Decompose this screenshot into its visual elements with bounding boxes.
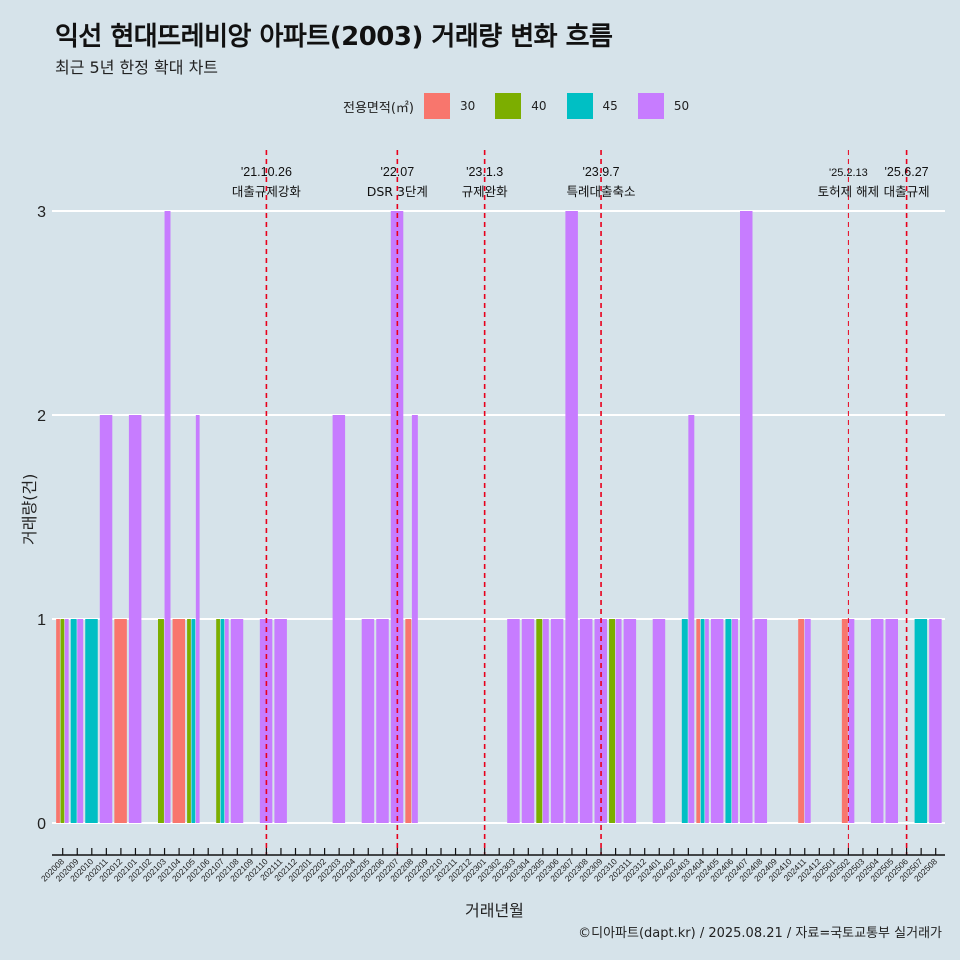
bar-202308-50	[579, 619, 593, 823]
bar-202407-50	[740, 211, 753, 823]
chart-title: 익선 현대뜨레비앙 아파트(2003) 거래량 변화 흐름	[55, 22, 613, 52]
event-date-label: '25.6.27	[885, 165, 929, 179]
bar-202103-40	[158, 619, 164, 823]
source-caption: ©디아파트(dapt.kr) / 2025.08.21 / 자료=국토교통부 실…	[578, 926, 942, 941]
bar-202502-30	[841, 619, 848, 823]
legend-key-50	[637, 93, 664, 119]
event-date-label: '25.2.13	[829, 167, 868, 179]
bar-202107-50	[224, 619, 229, 823]
bar-202406-50	[732, 619, 738, 823]
bar-202010-45	[85, 619, 98, 823]
event-date-label: '22.07	[381, 165, 415, 179]
bar-202406-45	[725, 619, 732, 823]
bar-202009-45	[70, 619, 77, 823]
event-date-label: '23.1.3	[466, 165, 503, 179]
bar-202111-50	[274, 619, 287, 823]
legend-key-45	[566, 93, 593, 119]
bar-202502-50	[848, 619, 855, 823]
y-axis-title: 거래량(건)	[20, 473, 39, 545]
legend-label-30: 30	[459, 99, 476, 113]
bar-202206-50	[376, 619, 389, 823]
bar-202404-45	[700, 619, 705, 823]
event-text-label: DSR 3단계	[367, 184, 428, 199]
bar-202108-50	[230, 619, 244, 823]
bar-202310-40	[609, 619, 615, 823]
event-text-label: 특례대출축소	[567, 184, 636, 199]
bar-202205-50	[361, 619, 375, 823]
bar-202105-40	[187, 619, 191, 823]
event-date-label: '21.10.26	[241, 165, 292, 179]
bar-202208-50	[411, 415, 418, 823]
bar-202408-50	[754, 619, 768, 823]
event-text-label: 대출규제	[884, 184, 930, 199]
bar-202504-50	[870, 619, 884, 823]
bar-202508-50	[929, 619, 942, 823]
bar-202208-30	[405, 619, 412, 823]
event-text-label: 규제완화	[462, 184, 509, 199]
bar-202403-45	[681, 619, 688, 823]
legend-label-45: 45	[602, 99, 618, 113]
bar-202305-50	[542, 619, 549, 823]
bar-202203-50	[332, 415, 346, 823]
bar-202107-40	[216, 619, 220, 823]
legend-label-50: 50	[673, 99, 690, 113]
bar-202303-50	[507, 619, 520, 823]
bar-202103-50	[164, 211, 171, 823]
bar-202306-50	[550, 619, 564, 823]
bar-202008-40	[60, 619, 65, 823]
bar-202008-50	[64, 619, 69, 823]
legend-title: 전용면적(㎡)	[343, 100, 414, 116]
event-date-label: '23.9.7	[582, 165, 619, 179]
legend: 전용면적(㎡) 30 40 45 50	[343, 93, 709, 119]
bar-202404-50	[705, 619, 709, 823]
x-axis-title: 거래년월	[465, 901, 524, 920]
bar-202207-50	[390, 211, 404, 823]
bar-202105-50	[195, 415, 200, 823]
bar-202401-50	[652, 619, 666, 823]
bar-202104-30	[172, 619, 186, 823]
bar-202405-50	[710, 619, 724, 823]
bar-202411-30	[798, 619, 805, 823]
bar-202009-50	[77, 619, 84, 823]
bar-202307-50	[565, 211, 578, 823]
y-tick-label: 2	[37, 408, 46, 425]
event-text-label: 대출규제강화	[232, 184, 302, 199]
bar-202505-50	[885, 619, 898, 823]
bar-202011-50	[99, 415, 113, 823]
y-tick-label: 0	[37, 816, 46, 833]
bar-202411-50	[804, 619, 811, 823]
event-text-label: 토허제 해제	[818, 184, 879, 199]
bar-202012-30	[114, 619, 127, 823]
chart-subtitle: 최근 5년 한정 확대 차트	[55, 58, 219, 77]
bar-202107-45	[220, 619, 225, 823]
legend-key-40	[495, 93, 522, 119]
bar-202404-30	[696, 619, 701, 823]
bar-202311-50	[623, 619, 637, 823]
legend-key-30	[423, 93, 450, 119]
y-tick-label: 3	[37, 204, 46, 221]
bar-202305-40	[536, 619, 543, 823]
bar-202101-50	[128, 415, 142, 823]
legend-label-40: 40	[531, 99, 547, 113]
bar-202310-50	[615, 619, 622, 823]
bar-202008-30	[56, 619, 60, 823]
bar-202507-45	[914, 619, 928, 823]
y-tick-label: 1	[37, 612, 46, 629]
bar-202403-50	[688, 415, 695, 823]
bar-202105-45	[191, 619, 196, 823]
bar-202304-50	[521, 619, 535, 823]
